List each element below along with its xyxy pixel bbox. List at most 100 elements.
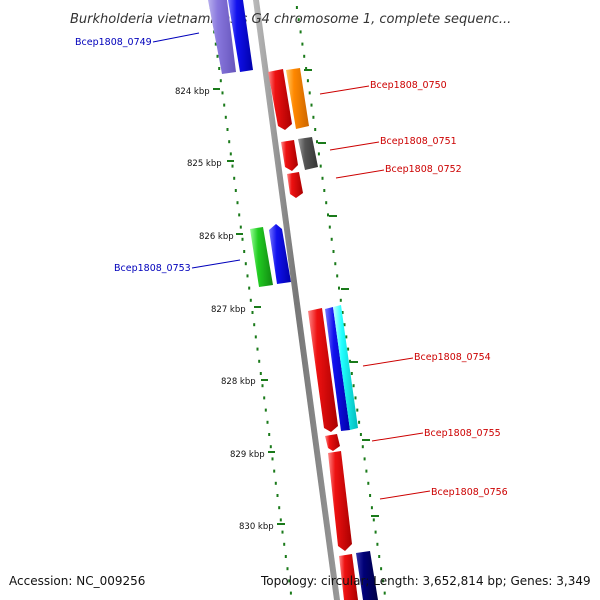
- track-dot: [286, 567, 289, 571]
- track-dot: [244, 262, 247, 266]
- scale-ticks: [213, 69, 379, 525]
- track-dot: [279, 518, 282, 522]
- gene-arrow-bcep1808-0754-c[interactable]: [333, 305, 358, 430]
- track-dot: [246, 274, 249, 278]
- gene-arrow-bcep1808-0754[interactable]: [308, 308, 338, 432]
- track-dot: [274, 481, 277, 485]
- track-dot: [256, 347, 259, 351]
- genes: [208, 0, 378, 600]
- gene-label[interactable]: Bcep1808_0753: [114, 263, 191, 274]
- gene-arrow-bcep1808-0749[interactable]: [208, 0, 236, 74]
- gene-arrow-bottom-navy[interactable]: [356, 551, 378, 600]
- track-dot: [301, 42, 304, 46]
- track-dot: [229, 152, 232, 156]
- gene-arrow-bcep1808-0751[interactable]: [281, 140, 298, 171]
- track-dot: [259, 372, 262, 375]
- track-dot: [328, 225, 331, 229]
- track-dot: [332, 250, 335, 253]
- track-dot: [319, 164, 322, 168]
- track-dot: [380, 567, 383, 571]
- track-dot: [233, 176, 236, 180]
- track-dot: [308, 91, 311, 95]
- track-dot: [334, 262, 337, 266]
- track-dot: [345, 335, 348, 339]
- track-dot: [243, 250, 246, 253]
- gene-arrow-bcep1808-0752[interactable]: [287, 172, 303, 198]
- track-dot: [261, 384, 264, 388]
- track-dot: [268, 433, 271, 436]
- gene-arrow-bcep1808-0756[interactable]: [328, 451, 352, 551]
- track-dot: [216, 54, 219, 58]
- track-dot: [369, 494, 372, 497]
- scale-label: 830 kbp: [239, 522, 274, 532]
- scale-label: 828 kbp: [221, 377, 256, 387]
- track-dot: [214, 42, 217, 46]
- gene-arrow-bcep1808-0750-b[interactable]: [286, 68, 309, 129]
- track-dot: [372, 518, 375, 522]
- track-dot: [249, 298, 252, 302]
- gene-arrow-bottom-red[interactable]: [339, 554, 358, 600]
- track-dot: [238, 213, 241, 217]
- left-track-dots: [209, 6, 292, 595]
- track-dot: [269, 445, 272, 449]
- gene-label[interactable]: Bcep1808_0751: [380, 136, 457, 147]
- scale-label: 824 kbp: [175, 87, 210, 97]
- gene-arrow-bcep1808-0753[interactable]: [250, 227, 273, 287]
- track-dot: [221, 91, 224, 95]
- track-dot: [288, 579, 291, 583]
- track-dot: [264, 408, 267, 412]
- track-dot: [278, 506, 281, 510]
- gene-arrow-bcep1808-0753-b[interactable]: [269, 224, 291, 284]
- track-dot: [358, 420, 361, 424]
- gene-arrow-bcep1808-0749-b[interactable]: [228, 0, 253, 72]
- track-dot: [236, 201, 239, 205]
- track-dot: [367, 481, 370, 485]
- gene-label[interactable]: Bcep1808_0749: [75, 37, 152, 48]
- track-dot: [306, 79, 309, 83]
- track-dot: [365, 469, 368, 473]
- label-leaders: [152, 32, 431, 500]
- track-dot: [253, 323, 256, 327]
- track-dot: [343, 323, 346, 327]
- track-dot: [321, 176, 324, 180]
- track-dot: [226, 128, 229, 131]
- track-dot: [339, 298, 342, 302]
- gene-label[interactable]: Bcep1808_0750: [370, 80, 447, 91]
- gene-arrow-bcep1808-0755[interactable]: [325, 434, 340, 451]
- track-dot: [305, 67, 308, 70]
- track-dot: [299, 30, 302, 34]
- track-dot: [248, 286, 251, 290]
- track-dot: [352, 384, 355, 388]
- track-dot: [281, 530, 284, 534]
- track-dot: [347, 347, 350, 351]
- scale-label: 826 kbp: [199, 232, 234, 242]
- track-dot: [323, 189, 326, 192]
- track-dot: [327, 213, 329, 217]
- track-dot: [228, 140, 231, 144]
- track-dot: [354, 396, 357, 400]
- gene-label[interactable]: Bcep1808_0755: [424, 428, 501, 439]
- track-dot: [234, 189, 237, 192]
- track-dot: [350, 372, 353, 375]
- track-dot: [284, 555, 287, 558]
- gene-arrow-bcep1808-0754-b[interactable]: [325, 307, 350, 431]
- gene-label[interactable]: Bcep1808_0754: [414, 352, 491, 363]
- track-dot: [378, 555, 381, 558]
- gene-arrow-bcep1808-0751-b[interactable]: [298, 137, 318, 170]
- track-dot: [310, 103, 313, 107]
- track-dot: [258, 359, 261, 363]
- track-dot: [266, 420, 269, 424]
- gene-arrow-bcep1808-0750[interactable]: [268, 69, 292, 130]
- map-title: Burkholderia vietnamiensis G4 chromosome…: [70, 12, 511, 27]
- track-dot: [314, 128, 317, 131]
- track-dot: [338, 286, 340, 290]
- gene-label[interactable]: Bcep1808_0756: [431, 487, 508, 498]
- chromosome-backbone: [253, 0, 340, 600]
- gene-label[interactable]: Bcep1808_0752: [385, 164, 462, 175]
- track-dot: [219, 79, 222, 83]
- track-dot: [374, 530, 377, 534]
- track-dot: [317, 152, 320, 156]
- track-dot: [359, 433, 362, 436]
- track-dot: [383, 591, 386, 595]
- track-dot: [251, 311, 254, 314]
